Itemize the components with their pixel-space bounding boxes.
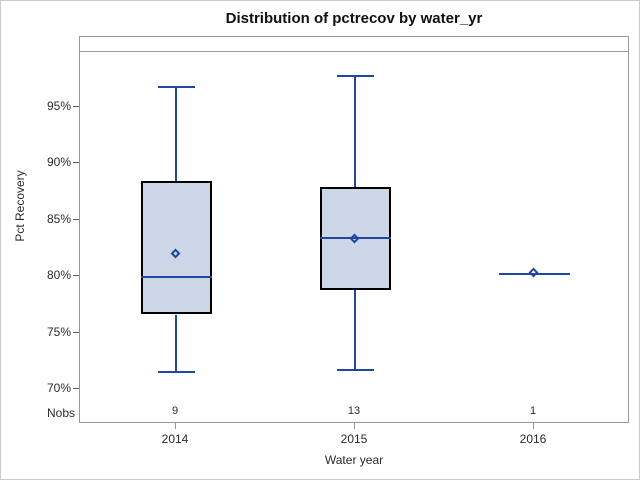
- reference-line-100: [80, 51, 628, 52]
- whisker-cap-bottom-2015: [336, 369, 374, 371]
- y-tick-85: [73, 219, 79, 220]
- x-label-2015: 2015: [340, 432, 368, 446]
- median-line-2016: [498, 273, 570, 275]
- x-tick-2016: [533, 423, 534, 429]
- y-tick-95: [73, 106, 79, 107]
- median-line-2015: [319, 237, 391, 239]
- box-2014: [140, 181, 212, 314]
- whisker-cap-top-2015: [336, 75, 374, 77]
- mean-diamond-2016: [528, 267, 539, 278]
- whisker-bottom-2015: [354, 290, 356, 369]
- whisker-cap-bottom-2014: [157, 371, 195, 373]
- y-tick-70: [73, 388, 79, 389]
- nobs-value-2015: 13: [347, 405, 361, 417]
- y-tick-75: [73, 332, 79, 333]
- y-tick-label-95: 95%: [46, 99, 71, 113]
- x-label-2016: 2016: [519, 432, 547, 446]
- nobs-value-2016: 1: [529, 405, 537, 417]
- nobs-value-2014: 9: [171, 405, 179, 417]
- x-label-2014: 2014: [161, 432, 189, 446]
- y-tick-label-80: 80%: [46, 268, 71, 282]
- y-tick-90: [73, 162, 79, 163]
- y-tick-label-90: 90%: [46, 155, 71, 169]
- x-axis-label: Water year: [324, 453, 384, 467]
- y-tick-label-85: 85%: [46, 212, 71, 226]
- whisker-top-2015: [354, 75, 356, 187]
- y-tick-label-75: 75%: [46, 325, 71, 339]
- nobs-row-label: Nobs: [46, 406, 75, 420]
- x-tick-2014: [175, 423, 176, 429]
- y-tick-80: [73, 275, 79, 276]
- median-line-2014: [140, 276, 212, 278]
- y-axis-label: Pct Recovery: [13, 170, 27, 242]
- y-tick-label-70: 70%: [46, 381, 71, 395]
- chart-title: Distribution of pctrecov by water_yr: [225, 10, 483, 27]
- whisker-cap-top-2014: [157, 86, 195, 88]
- plot-area: [79, 36, 629, 423]
- x-tick-2015: [354, 423, 355, 429]
- whisker-bottom-2014: [175, 315, 177, 371]
- whisker-top-2014: [175, 86, 177, 182]
